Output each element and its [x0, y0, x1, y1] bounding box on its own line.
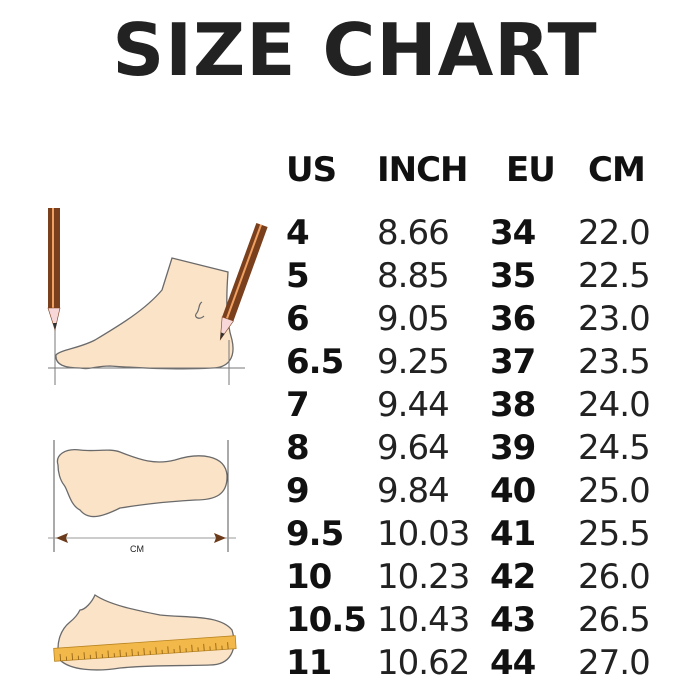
cell-inch: 9.84 [377, 471, 450, 511]
cell-us: 9 [286, 471, 310, 511]
table-row: 4 8.66 34 22.0 [0, 212, 700, 255]
cell-inch: 10.23 [377, 557, 470, 597]
ruler-icon [53, 635, 237, 662]
cell-eu: 35 [490, 256, 536, 296]
cell-cm: 23.0 [578, 299, 651, 339]
cell-inch: 10.03 [377, 514, 470, 554]
header-eu: EU [506, 150, 556, 190]
cell-inch: 8.66 [377, 213, 450, 253]
cell-eu: 40 [490, 471, 536, 511]
cell-inch: 9.64 [377, 428, 450, 468]
cell-us: 11 [286, 643, 332, 683]
cell-inch: 9.25 [377, 342, 450, 382]
table-row: 8 9.64 39 24.5 [0, 427, 700, 470]
cell-eu: 36 [490, 299, 536, 339]
cell-eu: 44 [490, 643, 536, 683]
cell-eu: 42 [490, 557, 536, 597]
cell-eu: 34 [490, 213, 536, 253]
cell-eu: 37 [490, 342, 536, 382]
cell-us: 4 [286, 213, 310, 253]
cell-inch: 8.85 [377, 256, 450, 296]
top-foot-figure: CM [48, 440, 236, 554]
cell-inch: 10.62 [377, 643, 470, 683]
table-row: 6.5 9.25 37 23.5 [0, 341, 700, 384]
cell-eu: 38 [490, 385, 536, 425]
table-row: 9 9.84 40 25.0 [0, 470, 700, 513]
table-row: 10.5 10.43 43 26.5 [0, 599, 700, 642]
table-row: 7 9.44 38 24.0 [0, 384, 700, 427]
side-foot-figure [47, 208, 268, 385]
cell-us: 10.5 [286, 600, 367, 640]
cell-cm: 24.0 [578, 385, 651, 425]
ruler-foot-figure [53, 594, 237, 671]
cell-cm: 25.0 [578, 471, 651, 511]
cell-us: 10 [286, 557, 332, 597]
cell-eu: 41 [490, 514, 536, 554]
cell-cm: 27.0 [578, 643, 651, 683]
cell-eu: 39 [490, 428, 536, 468]
cell-inch: 9.05 [377, 299, 450, 339]
cell-cm: 26.5 [578, 600, 651, 640]
cell-us: 6.5 [286, 342, 344, 382]
cell-inch: 10.43 [377, 600, 470, 640]
table-row: 10 10.23 42 26.0 [0, 556, 700, 599]
cell-us: 7 [286, 385, 310, 425]
header-us: US [286, 150, 337, 190]
cell-cm: 22.0 [578, 213, 651, 253]
pencil-icon-left [47, 208, 61, 332]
cell-cm: 22.5 [578, 256, 651, 296]
cell-cm: 23.5 [578, 342, 651, 382]
table-row: 9.5 10.03 41 25.5 [0, 513, 700, 556]
table-row: 6 9.05 36 23.0 [0, 298, 700, 341]
page-title: SIZE CHART [112, 8, 598, 92]
cell-us: 5 [286, 256, 310, 296]
pencil-icon-right [219, 222, 268, 341]
cell-us: 9.5 [286, 514, 344, 554]
cell-cm: 24.5 [578, 428, 651, 468]
cell-eu: 43 [490, 600, 536, 640]
header-cm: CM [588, 150, 646, 190]
cell-us: 8 [286, 428, 310, 468]
cell-inch: 9.44 [377, 385, 450, 425]
cell-us: 6 [286, 299, 310, 339]
arrow-right-icon [214, 533, 226, 543]
cell-cm: 25.5 [578, 514, 651, 554]
measure-label: CM [130, 544, 144, 554]
header-inch: INCH [377, 150, 469, 190]
table-row: 11 10.62 44 27.0 [0, 642, 700, 685]
foot-measurement-illustration: CM [47, 208, 268, 671]
table-row: 5 8.85 35 22.5 [0, 255, 700, 298]
arrow-left-icon [56, 533, 68, 543]
cell-cm: 26.0 [578, 557, 651, 597]
